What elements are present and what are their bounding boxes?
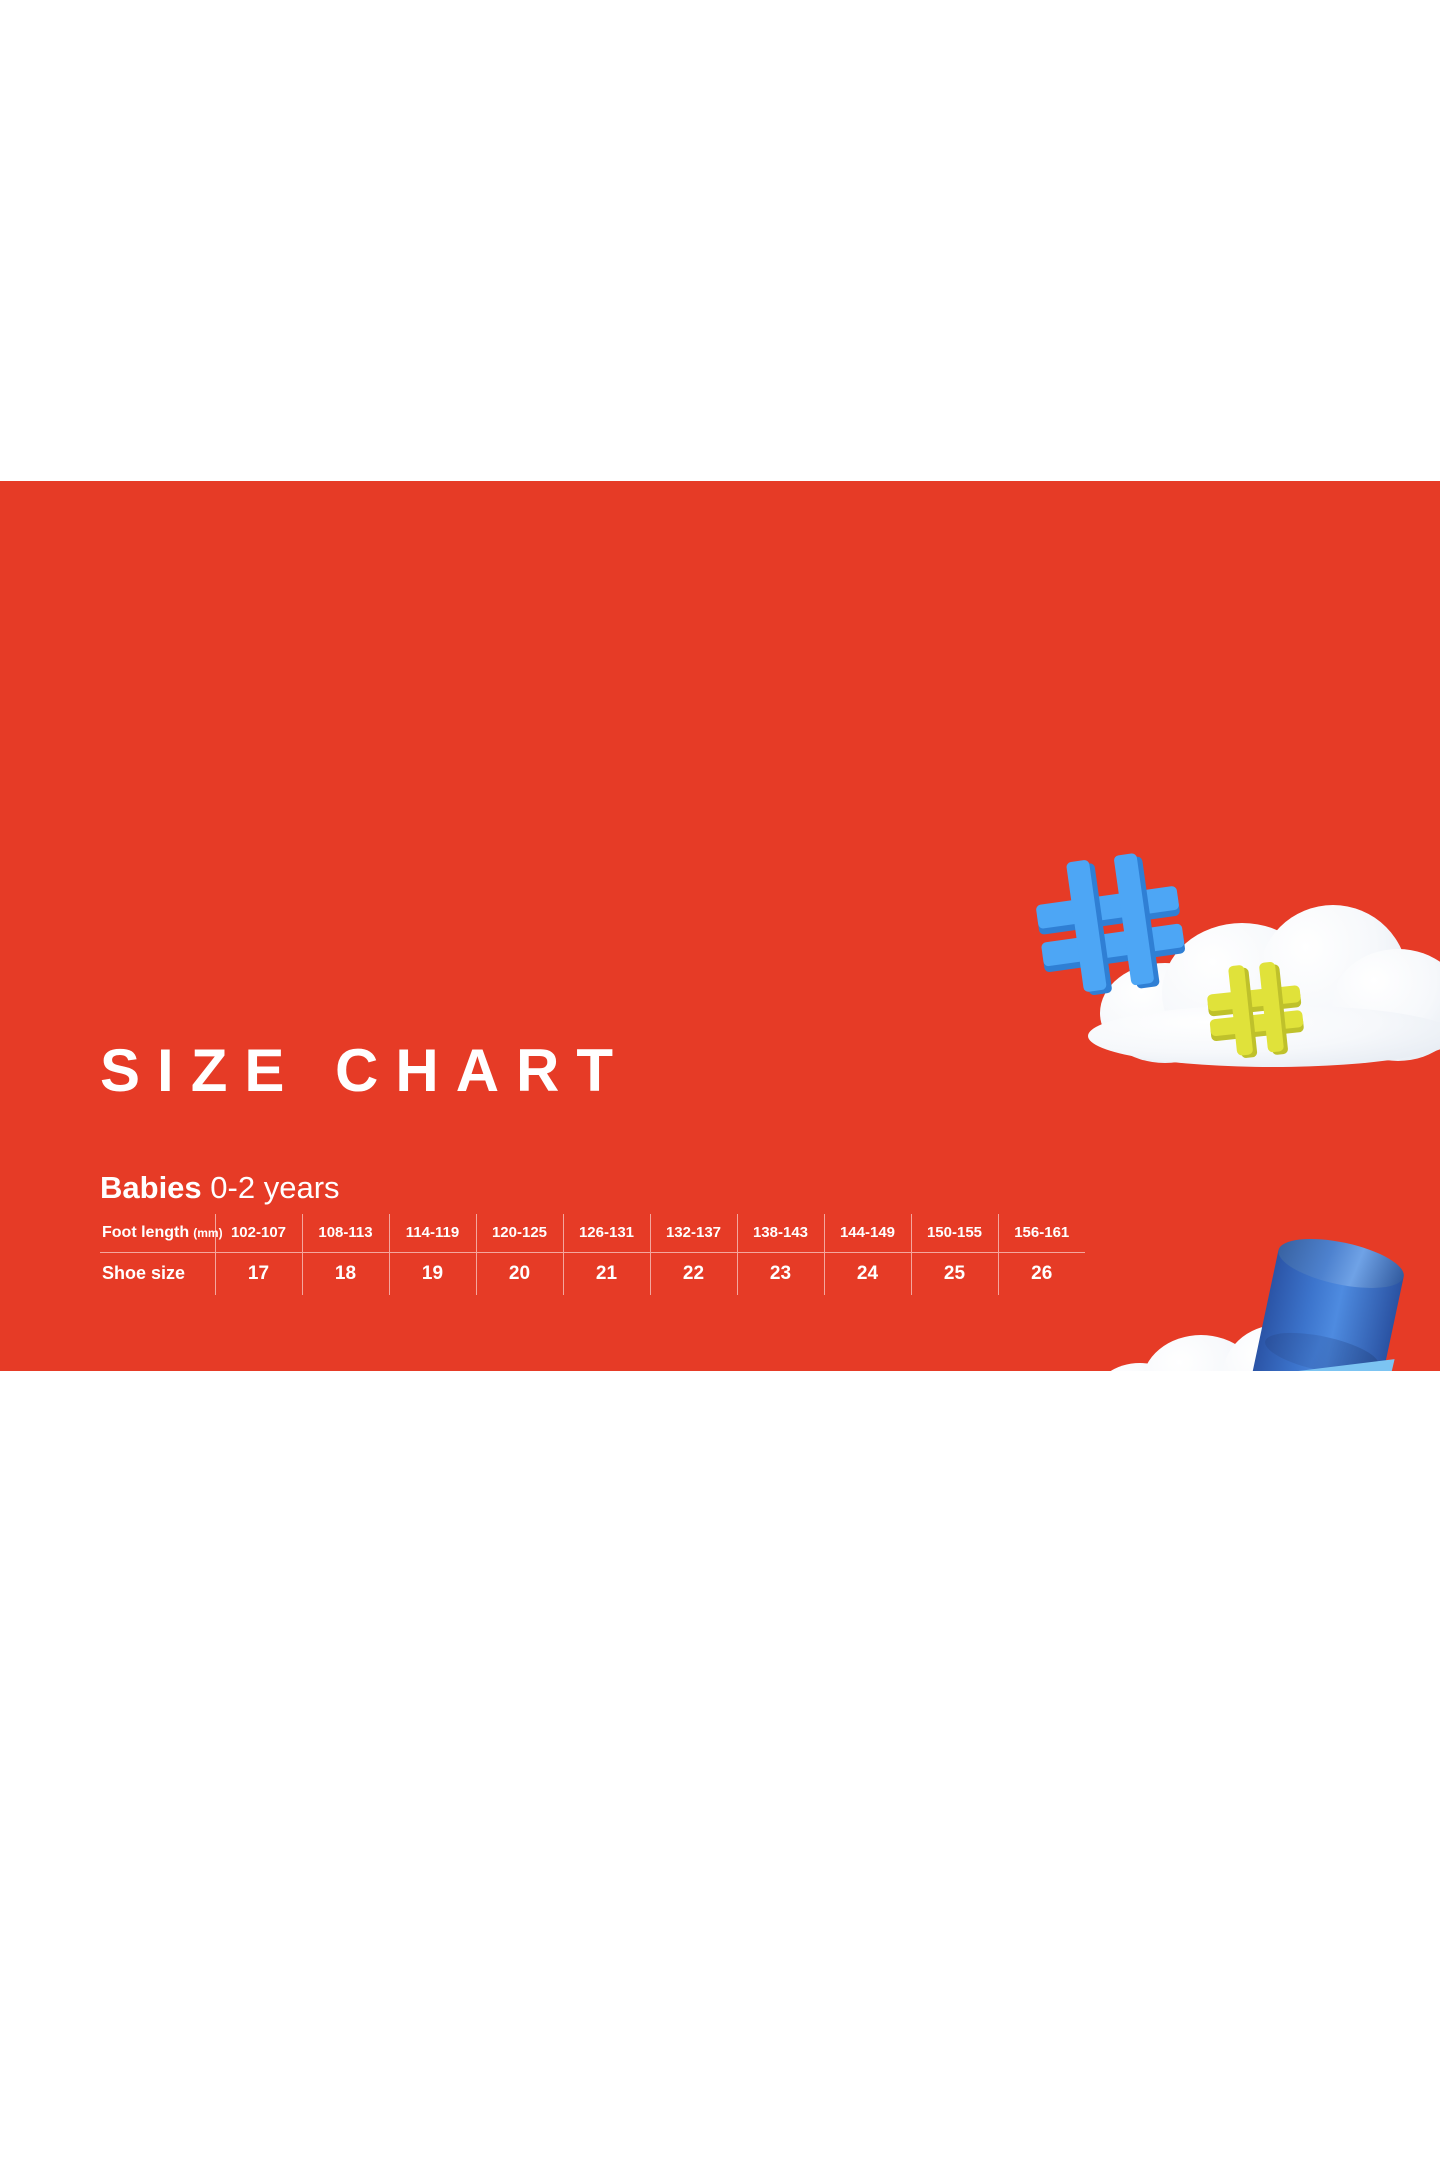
cell-shoe-size: 25 bbox=[910, 1252, 998, 1296]
cell-foot-length: 126-131 bbox=[562, 1214, 650, 1253]
cell-shoe-size: 24 bbox=[823, 1252, 911, 1296]
table-row: Shoe size 17 18 19 20 21 22 23 24 25 26 bbox=[100, 1252, 1085, 1296]
row-label-foot-length: Foot length (mm) bbox=[100, 1214, 223, 1253]
row-label-unit: (mm) bbox=[193, 1225, 223, 1240]
cell-shoe-size: 23 bbox=[736, 1252, 824, 1296]
row-label-shoe-size: Shoe size bbox=[100, 1252, 215, 1295]
cell-foot-length: 144-149 bbox=[823, 1214, 911, 1253]
cell-shoe-size: 19 bbox=[388, 1252, 476, 1296]
cell-foot-length: 102-107 bbox=[214, 1214, 302, 1253]
cube-blue bbox=[1238, 1361, 1440, 1371]
section-age-range: 0-2 years bbox=[210, 1170, 340, 1205]
cell-foot-length: 114-119 bbox=[388, 1214, 476, 1253]
cell-foot-length: 120-125 bbox=[475, 1214, 563, 1253]
cell-foot-length: 132-137 bbox=[649, 1214, 737, 1253]
cell-shoe-size: 17 bbox=[214, 1252, 302, 1296]
row-label-text: Foot length bbox=[102, 1223, 190, 1241]
cell-shoe-size: 20 bbox=[475, 1252, 563, 1296]
cell-foot-length: 156-161 bbox=[997, 1214, 1085, 1253]
cell-shoe-size: 22 bbox=[649, 1252, 737, 1296]
cell-shoe-size: 18 bbox=[301, 1252, 389, 1296]
section-babies: Babies 0-2 years Foot length (mm) 102-10… bbox=[100, 1170, 1085, 1296]
cell-foot-length: 108-113 bbox=[301, 1214, 389, 1253]
section-name: Babies bbox=[100, 1170, 202, 1205]
size-table-babies: Foot length (mm) 102-107 108-113 114-119… bbox=[100, 1214, 1085, 1296]
cell-shoe-size: 21 bbox=[562, 1252, 650, 1296]
cell-foot-length: 150-155 bbox=[910, 1214, 998, 1253]
page-title: SIZE CHART bbox=[100, 1037, 630, 1104]
section-age-range: 2-5 years bbox=[237, 1365, 366, 1371]
section-name: Toddlers bbox=[100, 1365, 229, 1371]
section-toddlers: Toddlers 2-5 years Foot length (mm) 162-… bbox=[100, 1365, 998, 1371]
size-chart-poster: SIZE CHART Babies 0-2 years Foot length … bbox=[0, 481, 1440, 1371]
cell-shoe-size: 26 bbox=[997, 1252, 1085, 1296]
section-heading-toddlers: Toddlers 2-5 years bbox=[100, 1365, 998, 1371]
table-row: Foot length (mm) 102-107 108-113 114-119… bbox=[100, 1214, 1085, 1253]
section-heading-babies: Babies 0-2 years bbox=[100, 1170, 1085, 1205]
row-label-text: Shoe size bbox=[102, 1262, 186, 1283]
cylinder-blue bbox=[1245, 1229, 1409, 1371]
cell-foot-length: 138-143 bbox=[736, 1214, 824, 1253]
